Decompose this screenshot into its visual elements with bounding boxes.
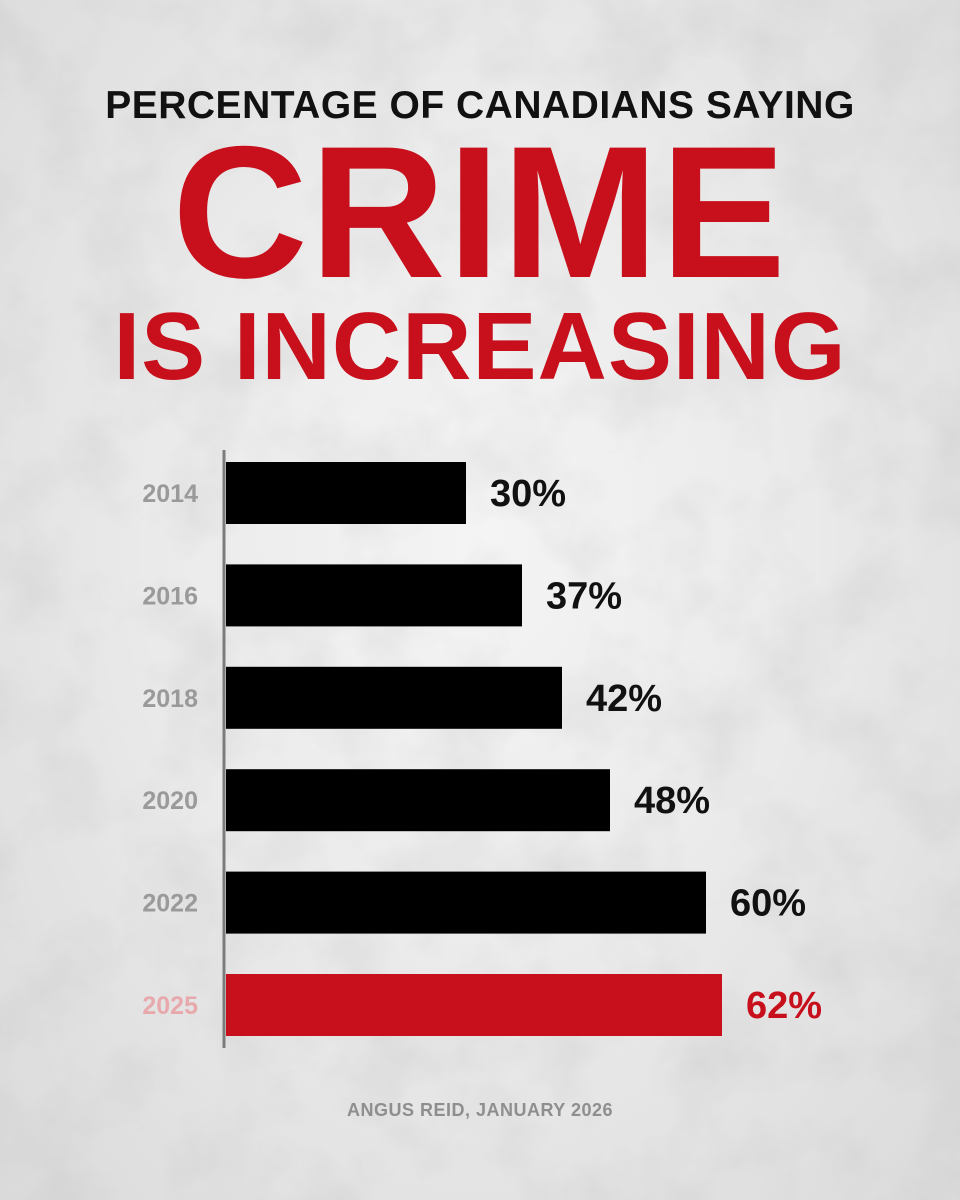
data-label-2025: 62% [746, 985, 822, 1027]
tick-label-2016: 2016 [142, 582, 198, 610]
data-label-2016: 37% [546, 575, 622, 617]
chart-subtitle: PERCENTAGE OF CANADIANS SAYING [105, 84, 855, 127]
data-label-2022: 60% [730, 883, 806, 925]
chart-title-increasing: IS INCREASING [113, 293, 847, 400]
bars-layer: 2014 30% 2016 37% 2018 42% 2020 48% 2022 60% 2025 6… [142, 462, 822, 1036]
bar-2014 [226, 462, 466, 524]
bar-2018 [226, 666, 562, 729]
chart-title-crime: CRIME [172, 107, 788, 317]
data-label-2014: 30% [490, 473, 566, 515]
bar-2020 [226, 769, 610, 832]
bar-2022 [226, 871, 706, 934]
tick-label-2022: 2022 [142, 890, 198, 918]
bar-2025 [226, 974, 722, 1036]
tick-label-2014: 2014 [142, 480, 198, 508]
tick-label-2020: 2020 [142, 787, 198, 815]
source-credit: ANGUS REID, JANUARY 2026 [346, 1100, 614, 1120]
bar-2016 [226, 564, 522, 627]
tick-label-2018: 2018 [142, 685, 198, 713]
data-label-2018: 42% [586, 678, 662, 720]
data-label-2020: 48% [634, 780, 710, 822]
tick-label-2025: 2025 [142, 992, 198, 1020]
